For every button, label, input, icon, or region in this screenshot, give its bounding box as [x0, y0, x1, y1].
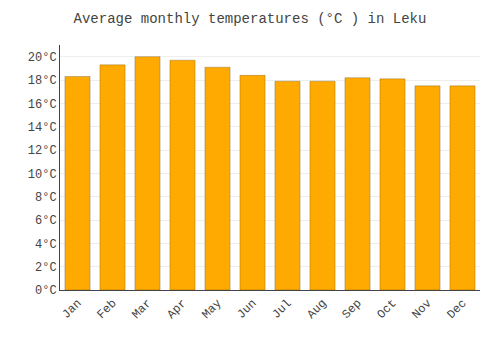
svg-text:12°C: 12°C — [28, 144, 57, 158]
svg-text:Jun: Jun — [234, 297, 259, 322]
svg-text:16°C: 16°C — [28, 98, 57, 112]
svg-text:4°C: 4°C — [35, 238, 57, 252]
svg-text:0°C: 0°C — [35, 284, 57, 298]
svg-text:Jul: Jul — [269, 297, 294, 322]
svg-text:Mar: Mar — [129, 297, 154, 322]
svg-text:Feb: Feb — [94, 297, 119, 322]
svg-text:20°C: 20°C — [28, 51, 57, 65]
svg-text:Average monthly temperatures (: Average monthly temperatures (°C ) in Le… — [74, 11, 427, 27]
svg-text:8°C: 8°C — [35, 191, 57, 205]
svg-text:14°C: 14°C — [28, 121, 57, 135]
svg-text:Jan: Jan — [59, 297, 84, 322]
svg-text:Sep: Sep — [339, 297, 364, 322]
svg-text:6°C: 6°C — [35, 214, 57, 228]
svg-text:May: May — [199, 297, 224, 322]
svg-text:Nov: Nov — [409, 297, 434, 322]
svg-text:18°C: 18°C — [28, 74, 57, 88]
svg-text:Apr: Apr — [164, 297, 189, 322]
svg-text:Aug: Aug — [304, 297, 329, 322]
svg-text:Dec: Dec — [444, 297, 469, 322]
svg-text:Oct: Oct — [374, 297, 399, 322]
svg-text:2°C: 2°C — [35, 261, 57, 275]
svg-text:10°C: 10°C — [28, 168, 57, 182]
